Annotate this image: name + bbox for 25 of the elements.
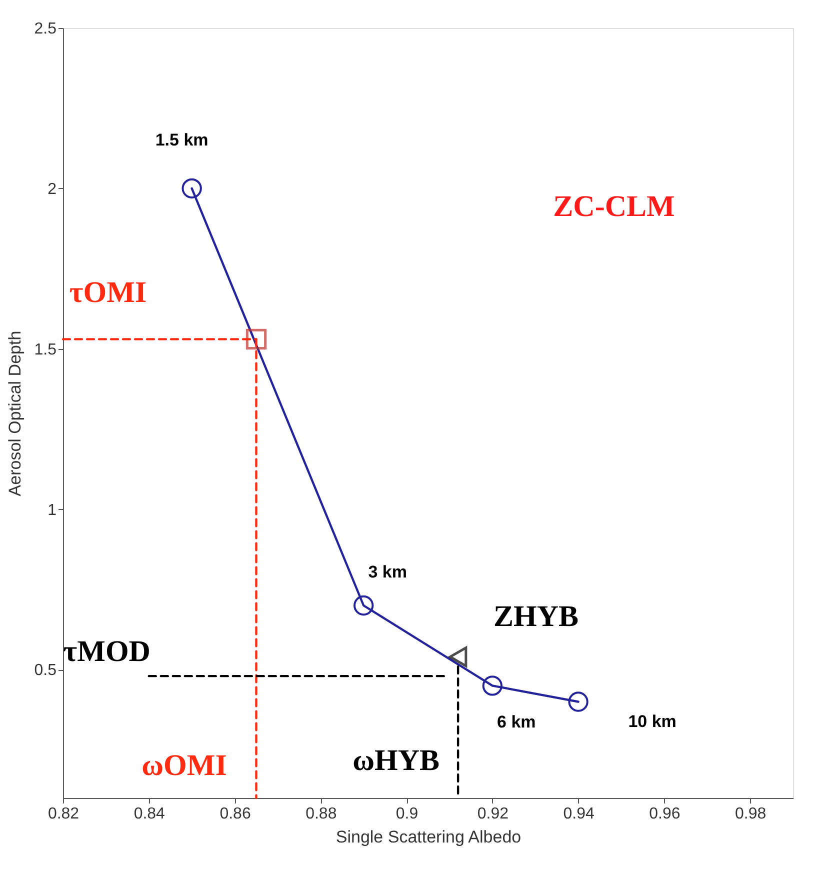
annotation: ZC-CLM xyxy=(553,190,675,223)
x-tick-label: 0.94 xyxy=(563,806,594,822)
y-tick-label: 1.5 xyxy=(34,341,57,358)
annotation: 10 km xyxy=(628,712,676,731)
annotation: 3 km xyxy=(368,562,407,582)
annotation: 6 km xyxy=(497,712,536,732)
x-tick-label: 0.86 xyxy=(220,806,251,822)
x-tick-label: 0.84 xyxy=(134,806,166,822)
y-tick-label: 1 xyxy=(48,502,57,519)
x-tick-label: 0.96 xyxy=(649,806,680,822)
y-tick-label: 2 xyxy=(48,180,57,198)
x-tick-label: 0.88 xyxy=(306,806,337,822)
y-tick-label: 2.5 xyxy=(34,20,57,38)
annotation: ωOMI xyxy=(142,749,227,782)
x-tick-label: 0.92 xyxy=(477,806,509,822)
y-axis-title: Aerosol Optical Depth xyxy=(5,330,24,496)
x-axis-title: Single Scattering Albedo xyxy=(336,828,522,846)
x-tick-label: 0.82 xyxy=(48,806,80,822)
annotation: 1.5 km xyxy=(155,130,208,150)
annotation: ZHYB xyxy=(494,600,579,633)
x-tick-label: 0.9 xyxy=(396,806,418,822)
annotation: τOMI xyxy=(69,276,147,310)
y-tick-label: 0.5 xyxy=(34,662,57,680)
annotation: ωHYB xyxy=(352,744,440,777)
x-tick-label: 0.98 xyxy=(734,806,766,822)
